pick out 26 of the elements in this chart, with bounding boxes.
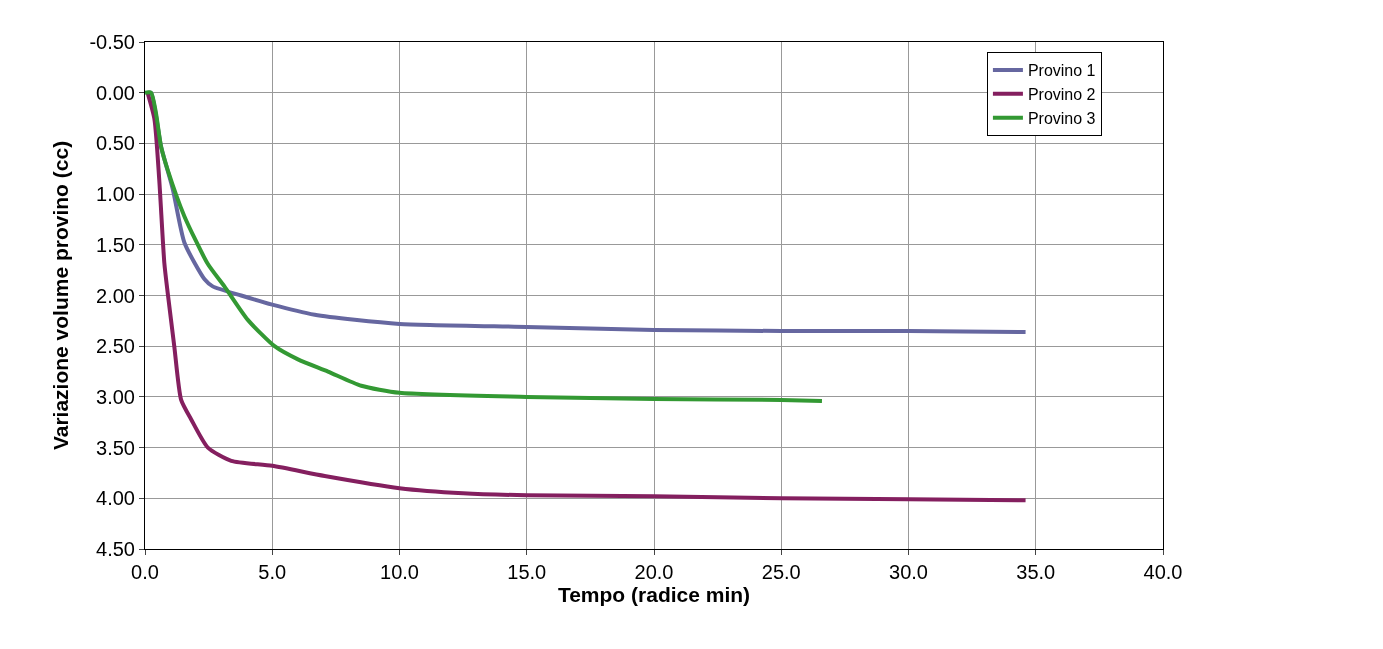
y-tick-label: 1.50 (96, 233, 135, 256)
x-tick-label: 15.0 (507, 561, 547, 583)
y-tick-label: 3.00 (96, 385, 135, 408)
x-tick-label: 5.0 (258, 561, 287, 583)
y-tick-label: 2.50 (96, 335, 135, 358)
y-tick-label: 1.00 (96, 183, 135, 206)
x-tick-label: 0.0 (131, 561, 159, 583)
y-tick-label: -0.50 (89, 31, 135, 53)
x-tick-label: 40.0 (1143, 561, 1183, 583)
line-series (145, 90, 824, 403)
x-tick-label: 35.0 (1016, 561, 1056, 583)
y-tick-label: 4.50 (96, 538, 135, 560)
x-axis-title: Tempo (radice min) (557, 583, 751, 606)
y-tick-label: 0.00 (96, 81, 135, 104)
y-tick-label: 4.00 (96, 487, 135, 510)
x-tick-label: 10.0 (380, 561, 419, 583)
y-tick-label: 3.50 (96, 436, 135, 459)
x-tick-label: 20.0 (634, 561, 674, 583)
legend-label: Provino 1 (1027, 62, 1096, 80)
y-tick-label: 2.00 (96, 284, 135, 307)
x-tick-label: 30.0 (889, 561, 928, 583)
y-tick-label: 0.50 (96, 132, 135, 155)
legend-label: Provino 2 (1027, 86, 1096, 104)
x-tick-label: 25.0 (761, 561, 801, 583)
y-axis-title: Variazione volume provino (cc) (48, 140, 72, 451)
legend-label: Provino 3 (1027, 109, 1096, 127)
